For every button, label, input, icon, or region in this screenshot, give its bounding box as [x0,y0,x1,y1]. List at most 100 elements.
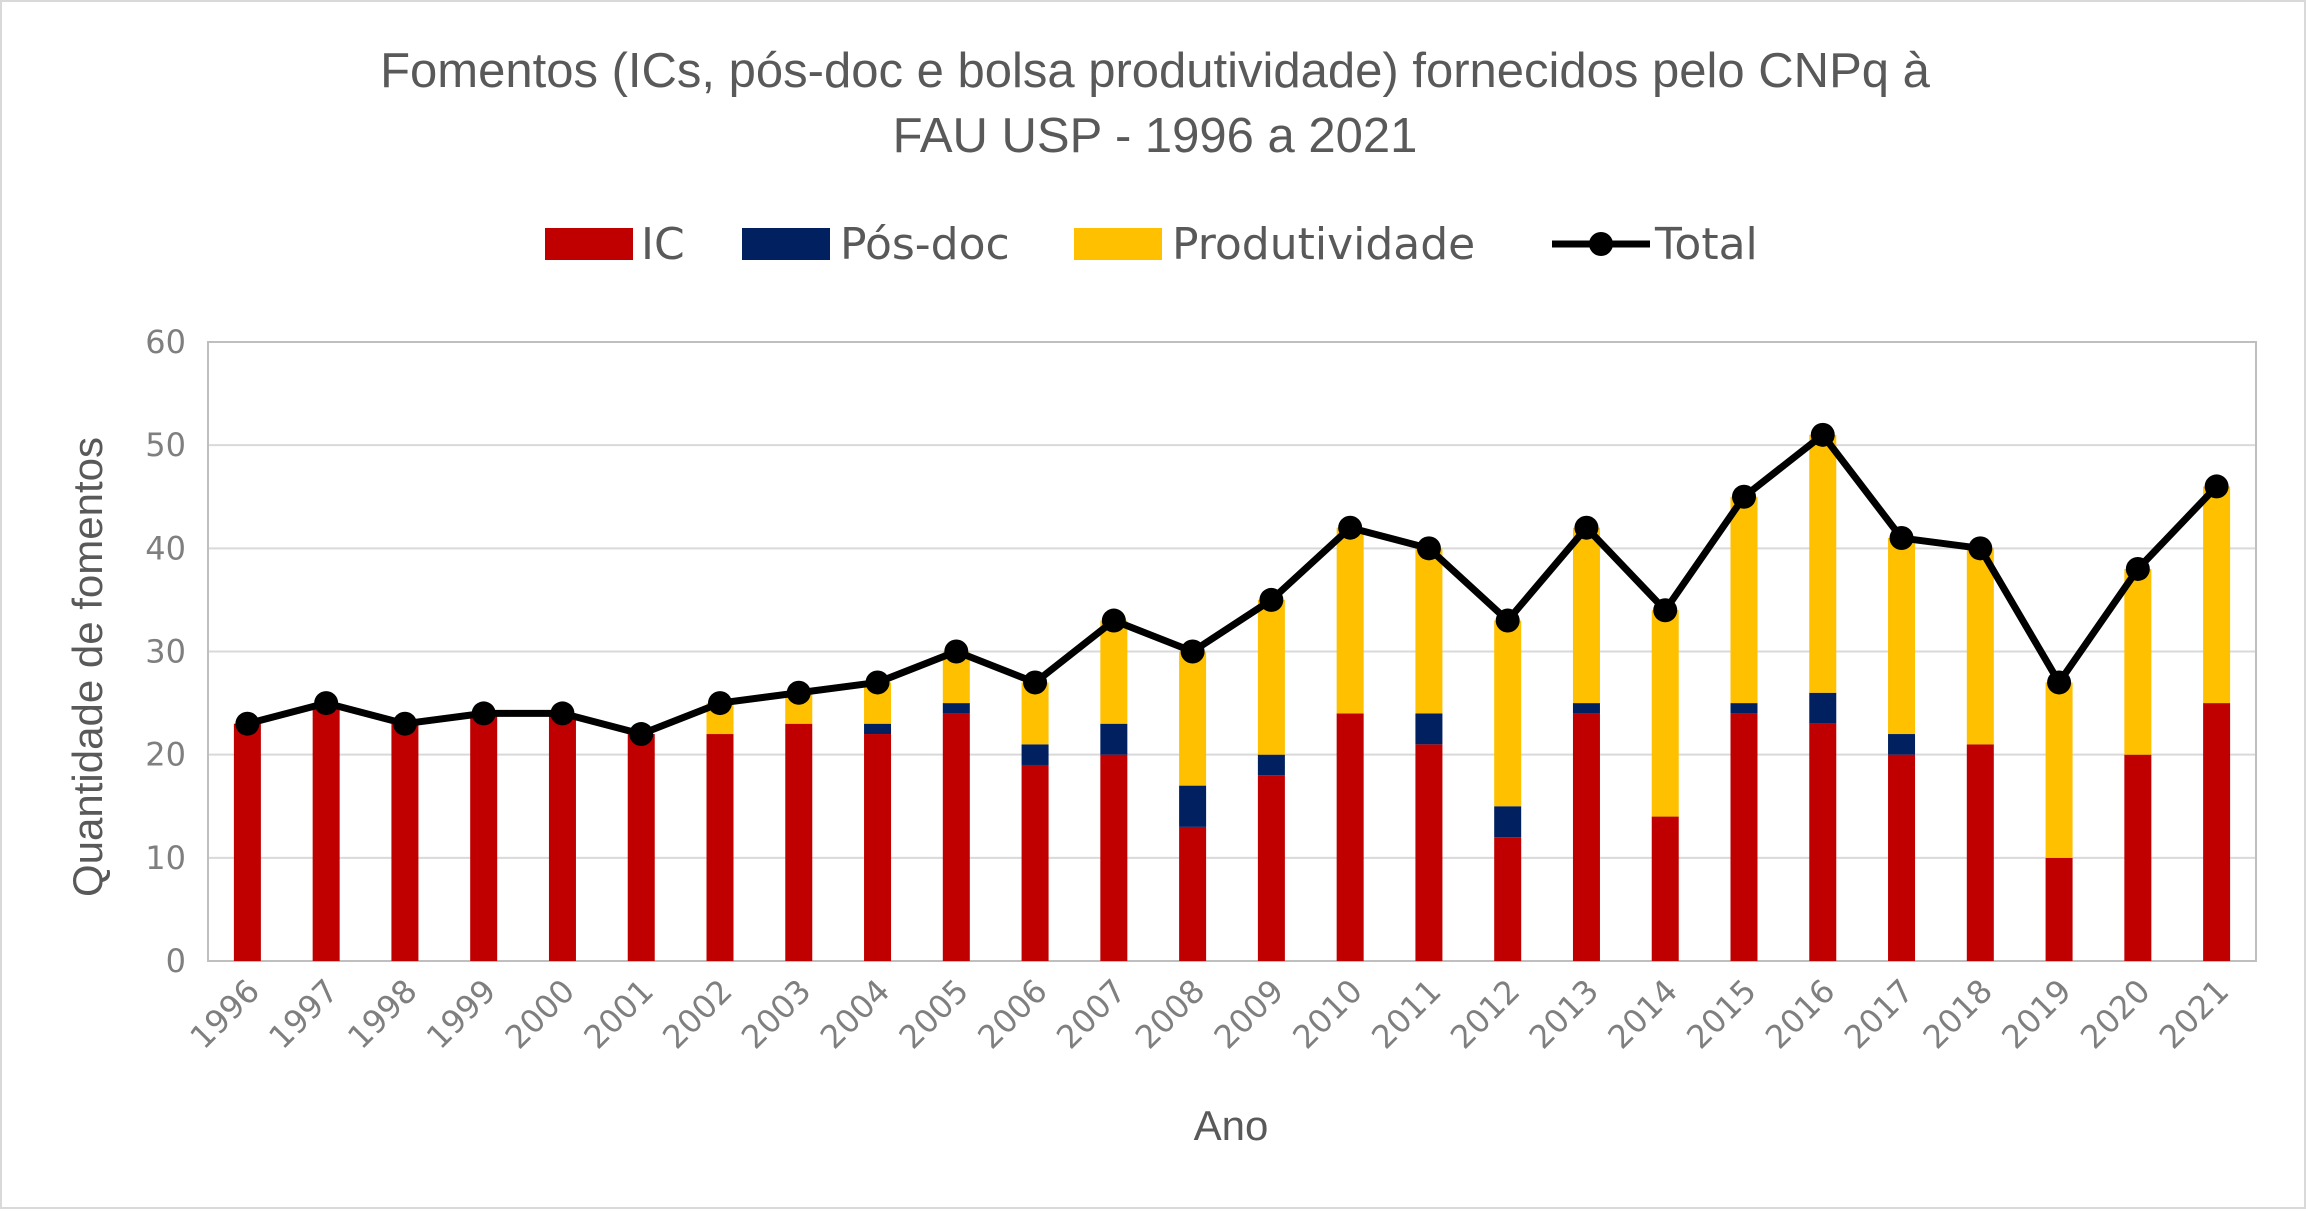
total-point-2008 [1180,639,1205,664]
legend-label-total: Total [1654,219,1758,270]
bar-p-s-doc-2008 [1179,785,1207,827]
bar-ic-2009 [1257,775,1285,961]
bar-ic-2004 [864,734,892,961]
total-point-1999 [471,701,496,726]
chart-title-line-2: FAU USP - 1996 a 2021 [893,109,1418,163]
x-tick-label: 2003 [734,972,818,1056]
total-point-2007 [1101,608,1126,633]
total-point-2002 [708,691,732,716]
bar-ic-2013 [1572,713,1600,961]
bar-produtividade-2021 [2203,486,2231,704]
x-tick-label: 2018 [1916,972,2000,1056]
total-point-2009 [1259,587,1284,612]
bar-ic-2018 [1966,744,1994,961]
total-point-2013 [1574,515,1599,540]
total-point-2016 [1810,422,1835,447]
x-tick-label: 2010 [1285,972,1369,1056]
bar-produtividade-2019 [2045,682,2073,858]
bar-p-s-doc-2006 [1021,744,1049,765]
x-tick-label: 2012 [1443,972,1527,1056]
bar-produtividade-2013 [1572,527,1600,704]
x-tick-label: 2020 [2073,972,2157,1056]
x-tick-label: 2021 [2152,972,2236,1056]
bar-produtividade-2010 [1336,527,1364,714]
bar-ic-2002 [706,734,734,961]
legend-swatch-posdoc [742,228,830,260]
bar-produtividade-2012 [1494,620,1522,807]
bar-produtividade-2016 [1809,434,1837,693]
legend-swatch-produtividade [1074,228,1162,260]
x-tick-label: 2016 [1758,972,1842,1056]
bars [233,434,2231,961]
bar-p-s-doc-2011 [1415,713,1443,745]
total-series-line [246,431,2220,738]
bar-produtividade-2014 [1651,610,1679,817]
bar-ic-2000 [548,713,576,961]
x-tick-label: 1997 [261,972,345,1056]
bar-ic-2001 [627,734,655,961]
bar-ic-2005 [942,713,970,961]
bar-ic-2020 [2124,754,2152,961]
legend-label-produtividade: Produtividade [1172,219,1475,270]
bar-ic-2015 [1730,713,1758,961]
y-axis-ticks: 0 10 20 30 40 50 60 [145,323,186,980]
bar-p-s-doc-2007 [1100,723,1128,755]
total-point-2000 [550,701,575,726]
x-tick-label: 2000 [498,972,582,1056]
bar-p-s-doc-2015 [1730,703,1758,714]
bar-ic-2016 [1809,723,1837,961]
bar-ic-2014 [1651,816,1679,961]
legend-marker-total [1589,232,1613,256]
bar-ic-2019 [2045,857,2073,961]
total-point-2020 [2125,556,2150,581]
y-axis-title: Quantidade de fomentos [64,437,111,897]
bar-produtividade-2008 [1179,651,1207,786]
gridlines [207,341,2257,962]
x-tick-label: 2008 [1128,972,1212,1056]
x-tick-label: 2009 [1207,972,1291,1056]
x-tick-label: 2019 [1994,972,2078,1056]
bar-ic-1997 [312,703,340,961]
total-point-2003 [786,680,811,705]
x-tick-label: 2004 [813,972,897,1056]
x-tick-label: 2002 [655,972,739,1056]
x-tick-label: 1998 [340,972,424,1056]
total-point-2014 [1653,598,1678,623]
total-point-2018 [1968,536,1993,561]
total-point-1996 [235,711,260,736]
x-tick-label: 1996 [183,972,267,1056]
x-tick-label: 1999 [419,972,503,1056]
y-tick-label: 60 [145,323,186,361]
x-tick-label: 2014 [1600,972,1684,1056]
total-point-2017 [1889,526,1914,551]
bar-ic-2021 [2203,703,2231,961]
bar-p-s-doc-2017 [1888,734,1916,755]
y-tick-label: 50 [145,426,186,464]
bar-produtividade-2018 [1966,548,1994,745]
total-point-2012 [1495,608,1520,633]
bar-ic-2008 [1179,826,1207,961]
legend-swatch-ic [545,228,633,260]
bar-ic-2007 [1100,754,1128,961]
bar-produtividade-2011 [1415,548,1443,714]
plot-area-border [207,341,2257,962]
bar-p-s-doc-2016 [1809,692,1837,724]
total-point-2019 [2047,670,2072,695]
bar-p-s-doc-2009 [1257,754,1285,776]
legend: IC Pós-doc Produtividade Total [545,219,1758,270]
bar-produtividade-2017 [1888,538,1916,735]
total-point-2006 [1023,670,1048,695]
bar-p-s-doc-2004 [864,723,892,735]
bar-ic-1999 [470,713,498,961]
y-tick-label: 10 [145,839,186,877]
bar-ic-2011 [1415,744,1443,961]
total-point-2001 [629,722,654,747]
bar-produtividade-2009 [1257,599,1285,755]
bar-produtividade-2015 [1730,496,1758,704]
y-tick-label: 20 [145,736,186,774]
bar-p-s-doc-2013 [1572,703,1600,714]
bar-ic-2010 [1336,713,1364,961]
total-point-2021 [2204,474,2229,499]
